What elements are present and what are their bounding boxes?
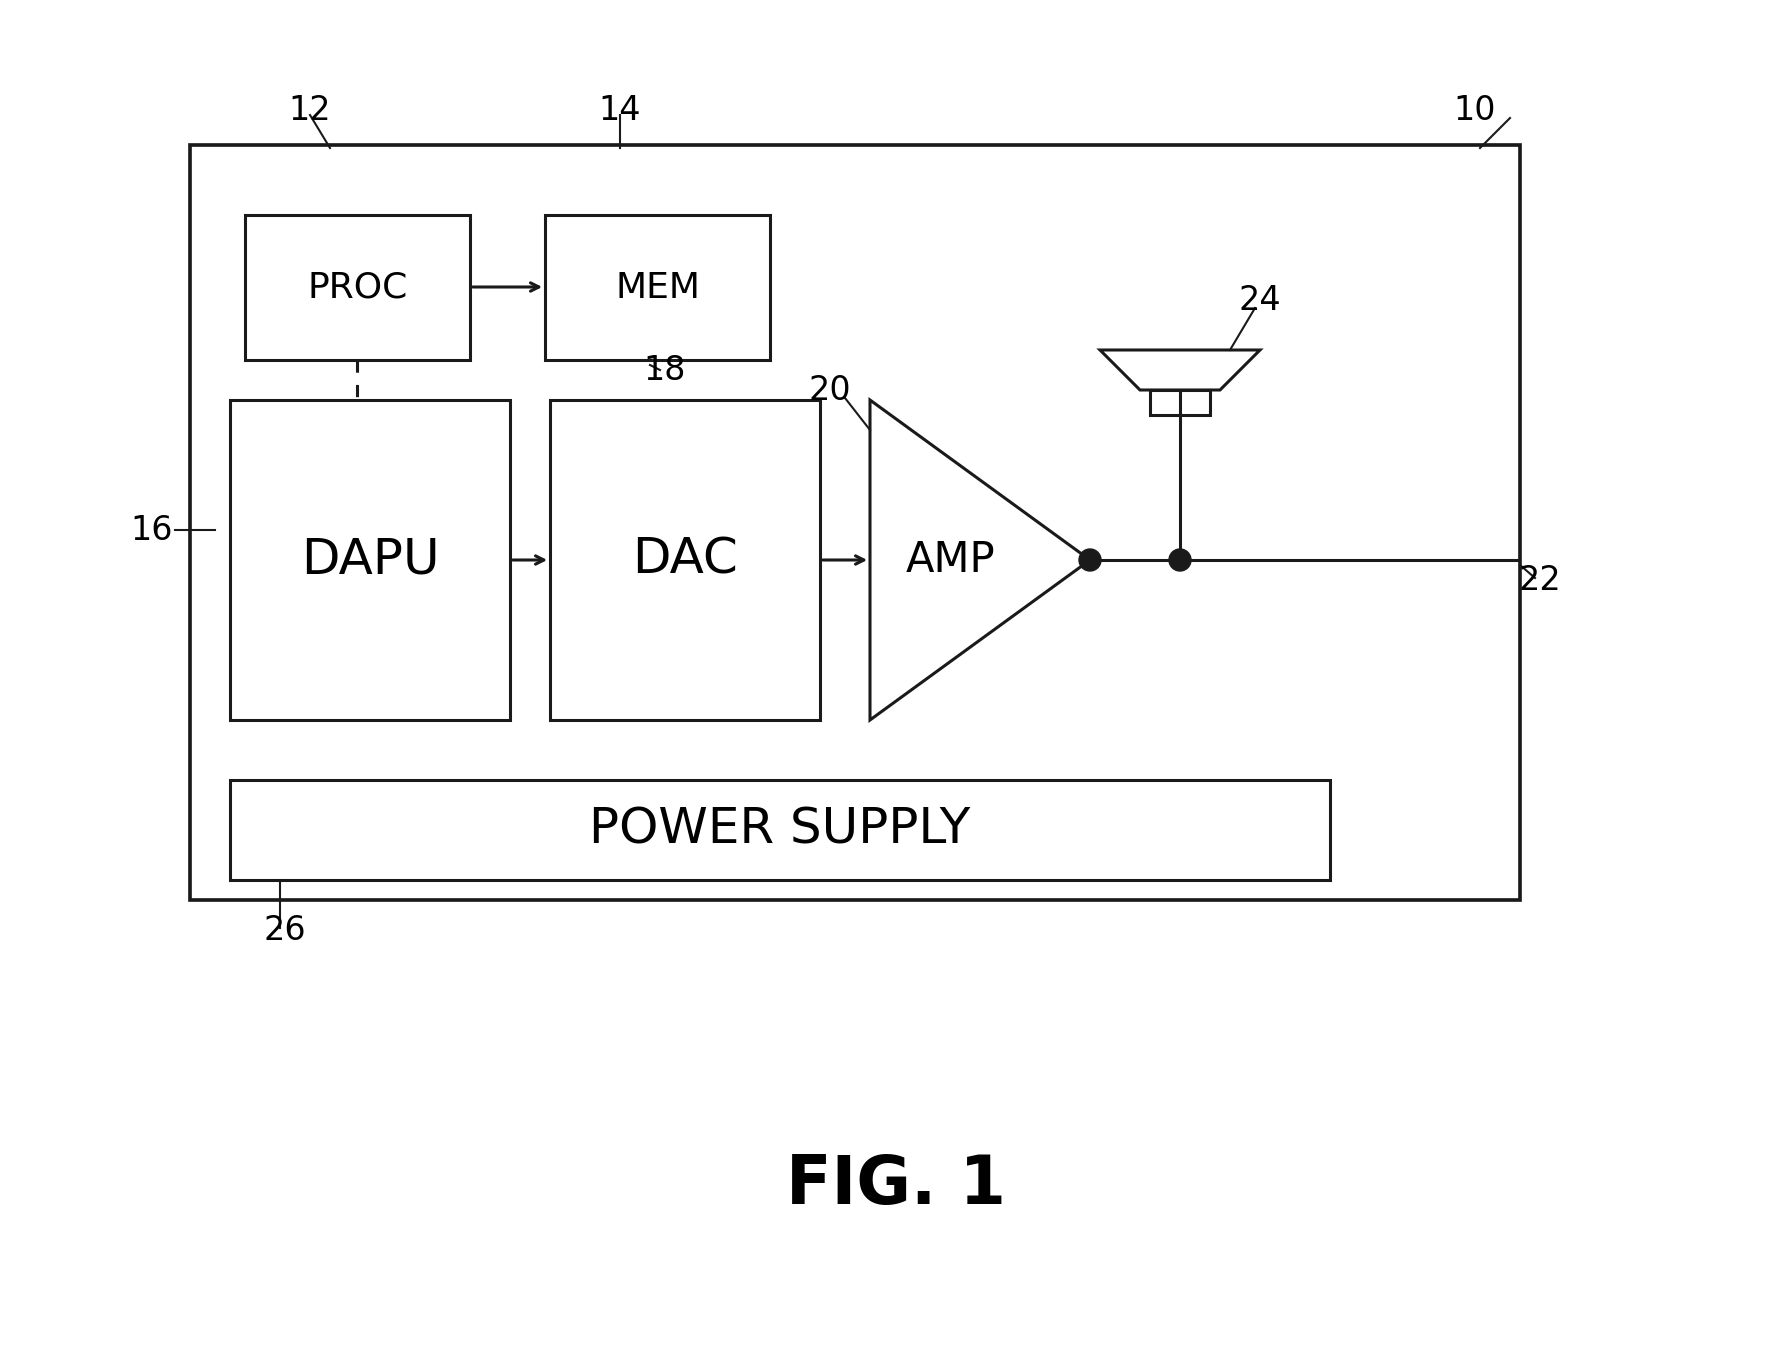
Bar bbox=[229, 400, 511, 720]
Text: MEM: MEM bbox=[615, 271, 701, 305]
Bar bbox=[545, 215, 771, 360]
Bar bbox=[246, 215, 470, 360]
Text: FIG. 1: FIG. 1 bbox=[787, 1152, 1005, 1218]
Text: 24: 24 bbox=[1238, 283, 1281, 317]
Text: POWER SUPPLY: POWER SUPPLY bbox=[590, 806, 971, 854]
Bar bbox=[550, 400, 821, 720]
Text: 26: 26 bbox=[263, 913, 306, 947]
Text: 22: 22 bbox=[1518, 564, 1561, 596]
Circle shape bbox=[1168, 549, 1192, 570]
Text: 18: 18 bbox=[643, 354, 686, 386]
Circle shape bbox=[1079, 549, 1100, 570]
Text: 20: 20 bbox=[808, 374, 851, 406]
Text: DAPU: DAPU bbox=[301, 537, 439, 584]
Text: 12: 12 bbox=[289, 93, 332, 126]
Bar bbox=[190, 145, 1520, 900]
Text: 14: 14 bbox=[599, 93, 642, 126]
Text: 10: 10 bbox=[1453, 93, 1496, 126]
Text: DAC: DAC bbox=[633, 537, 738, 584]
Text: AMP: AMP bbox=[905, 539, 995, 581]
Text: 16: 16 bbox=[131, 514, 174, 546]
Bar bbox=[229, 780, 1330, 879]
Text: PROC: PROC bbox=[306, 271, 409, 305]
